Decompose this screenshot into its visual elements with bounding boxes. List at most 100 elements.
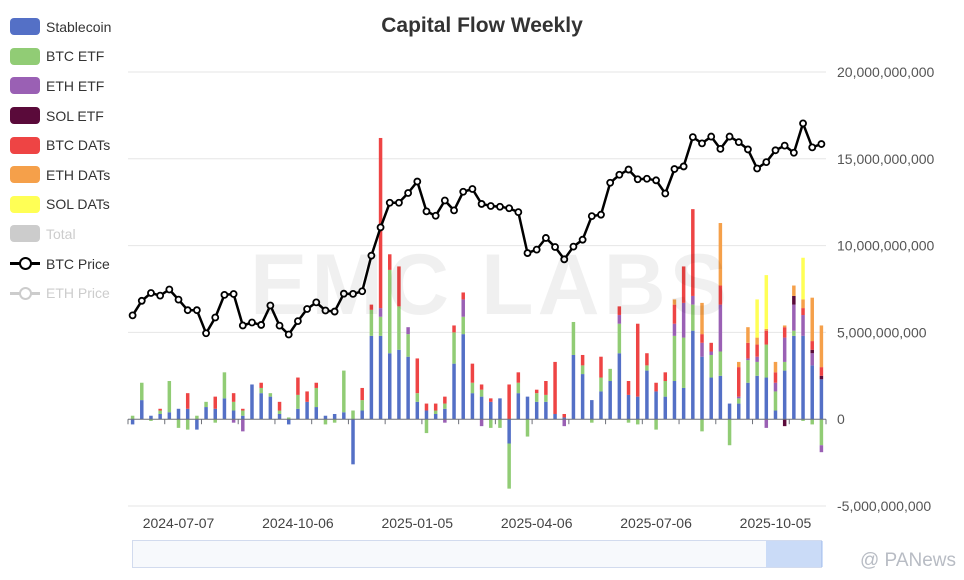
zoom-selection-handle[interactable] <box>766 541 823 567</box>
btc-price-point <box>165 285 174 294</box>
btc-price-point <box>486 202 495 210</box>
legend-item-sol-etf[interactable]: SOL ETF <box>10 101 140 131</box>
bar-stablecoin <box>709 377 713 420</box>
btc-price-point <box>505 204 514 213</box>
bar-btc-etf <box>415 393 420 402</box>
btc-price-point <box>404 189 413 197</box>
btc-price-point <box>431 211 440 220</box>
btc-price-point <box>367 251 376 260</box>
bar-eth-etf <box>764 419 769 428</box>
bar-stablecoin <box>406 356 410 420</box>
bar-btc-etf <box>773 391 778 411</box>
x-tick-label: 2025-10-05 <box>740 515 812 531</box>
legend-swatch-sol-dats <box>10 195 40 213</box>
bar-eth-dats <box>746 327 750 343</box>
bar-eth-etf <box>755 356 759 362</box>
bar-btc-etf <box>727 419 732 446</box>
bar-stablecoin <box>433 413 438 420</box>
btc-price-point <box>303 305 311 313</box>
bar-btc-dats <box>305 391 309 402</box>
bar-btc-etf <box>213 419 217 423</box>
bar-stablecoin <box>534 401 539 420</box>
bar-btc-etf <box>222 372 227 399</box>
zoom-slider[interactable] <box>132 540 823 568</box>
btc-price-point <box>532 245 541 254</box>
bar-btc-etf <box>286 417 291 420</box>
bar-sol-dats <box>755 299 759 338</box>
legend-item-btc-price[interactable]: BTC Price <box>10 249 140 279</box>
y-tick-label: 15,000,000,000 <box>837 151 935 167</box>
legend-label-eth-dats: ETH DATs <box>46 166 111 183</box>
bar-stablecoin <box>663 396 668 420</box>
bar-btc-etf <box>691 304 695 331</box>
bar-eth-dats <box>810 297 814 342</box>
bar-eth-etf <box>443 419 447 423</box>
legend-item-total[interactable]: Total <box>10 219 140 249</box>
bar-btc-dats <box>544 381 548 395</box>
bar-btc-etf <box>709 354 713 378</box>
bar-btc-etf <box>204 401 208 408</box>
btc-price-point <box>385 198 394 207</box>
bar-btc-etf <box>700 419 704 432</box>
btc-price-point <box>744 145 752 154</box>
legend-item-btc-etf[interactable]: BTC ETF <box>10 42 140 72</box>
bar-btc-etf <box>544 394 548 402</box>
btc-price-point <box>734 138 743 147</box>
bar-btc-etf <box>369 309 374 336</box>
legend-item-btc-dats[interactable]: BTC DATs <box>10 130 140 160</box>
btc-price-point <box>624 165 633 174</box>
bar-eth-etf <box>773 382 778 392</box>
bar-btc-etf <box>755 361 759 376</box>
legend: Stablecoin BTC ETF ETH ETF SOL ETF BTC D… <box>10 12 140 308</box>
btc-price-point <box>652 176 660 185</box>
legend-item-eth-etf[interactable]: ETH ETF <box>10 71 140 101</box>
legend-item-eth-dats[interactable]: ETH DATs <box>10 160 140 190</box>
bar-btc-dats <box>388 254 392 270</box>
bar-btc-dats <box>516 372 521 383</box>
btc-price-point <box>468 185 477 193</box>
bar-stablecoin <box>268 396 273 420</box>
legend-item-stablecoin[interactable]: Stablecoin <box>10 12 140 42</box>
bar-eth-etf <box>406 327 410 335</box>
bar-stablecoin <box>369 335 374 420</box>
btc-price-point <box>395 198 403 207</box>
legend-swatch-eth-price <box>10 285 40 302</box>
bar-stablecoin <box>140 400 144 420</box>
bar-eth-dats <box>755 337 759 345</box>
bar-btc-etf <box>277 410 282 414</box>
bar-btc-etf <box>433 410 438 414</box>
bar-btc-etf <box>158 410 162 414</box>
bar-btc-dats <box>443 396 447 404</box>
btc-price-point <box>450 206 458 215</box>
bar-btc-etf <box>599 377 603 392</box>
legend-swatch-btc-etf <box>10 47 40 65</box>
legend-label-stablecoin: Stablecoin <box>46 18 112 35</box>
btc-price-point <box>349 289 357 298</box>
bar-stablecoin <box>323 415 328 420</box>
bar-btc-etf <box>149 419 153 421</box>
y-tick-label: 20,000,000,000 <box>837 64 935 80</box>
bar-eth-etf <box>810 353 814 366</box>
btc-price-point <box>753 164 762 173</box>
bar-stablecoin <box>222 398 227 420</box>
bar-btc-etf <box>516 382 521 394</box>
bar-btc-dats <box>599 356 603 378</box>
bar-stablecoin <box>681 387 686 420</box>
bar-stablecoin <box>185 408 190 420</box>
bar-btc-dats <box>737 367 741 397</box>
bar-btc-etf <box>645 365 649 371</box>
bar-eth-etf <box>819 445 824 453</box>
x-tick-label: 2025-07-06 <box>620 515 692 531</box>
bar-btc-etf <box>608 368 612 382</box>
legend-item-sol-dats[interactable]: SOL DATs <box>10 190 140 220</box>
bar-btc-etf <box>525 419 530 437</box>
bar-btc-etf <box>268 393 273 397</box>
bar-btc-etf <box>140 382 144 401</box>
bar-btc-etf <box>185 419 190 430</box>
legend-item-eth-price[interactable]: ETH Price <box>10 278 140 308</box>
bar-stablecoin <box>342 412 346 420</box>
bar-sol-etf <box>792 295 796 305</box>
bar-stablecoin <box>801 335 805 420</box>
bar-btc-dats <box>461 292 465 300</box>
bar-btc-dats <box>764 330 769 345</box>
